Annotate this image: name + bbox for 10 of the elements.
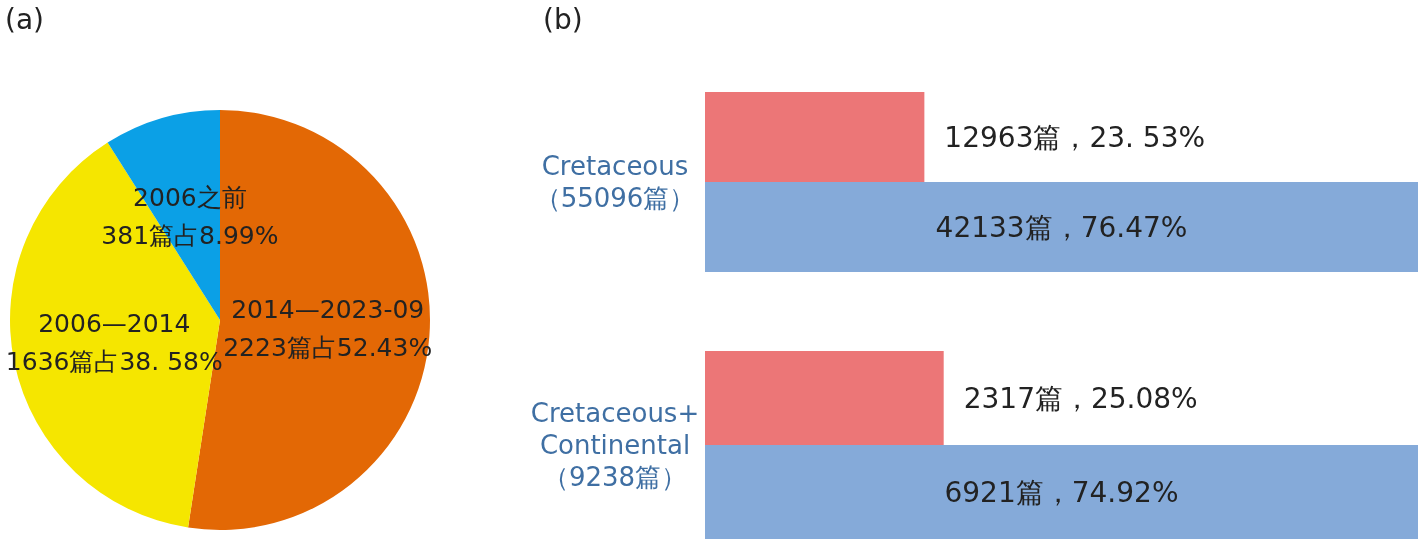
chart-title: (b) — [543, 2, 583, 36]
data-label: 6921篇，74.92% — [944, 475, 1179, 509]
data-label: 2317篇，25.08% — [963, 381, 1198, 415]
chart-title: (a) — [5, 2, 45, 36]
data-label: 42133篇，76.47% — [935, 210, 1188, 244]
data-label: 12963篇，23. 53% — [944, 120, 1206, 154]
slice-label: 2006—2014 — [38, 308, 191, 338]
slice-label: 2014—2023-09 — [231, 294, 425, 324]
y-tick-label: Cretaceous （55096篇） — [534, 151, 696, 213]
y-tick-label: Cretaceous+ Continental （9238篇） — [530, 398, 700, 492]
